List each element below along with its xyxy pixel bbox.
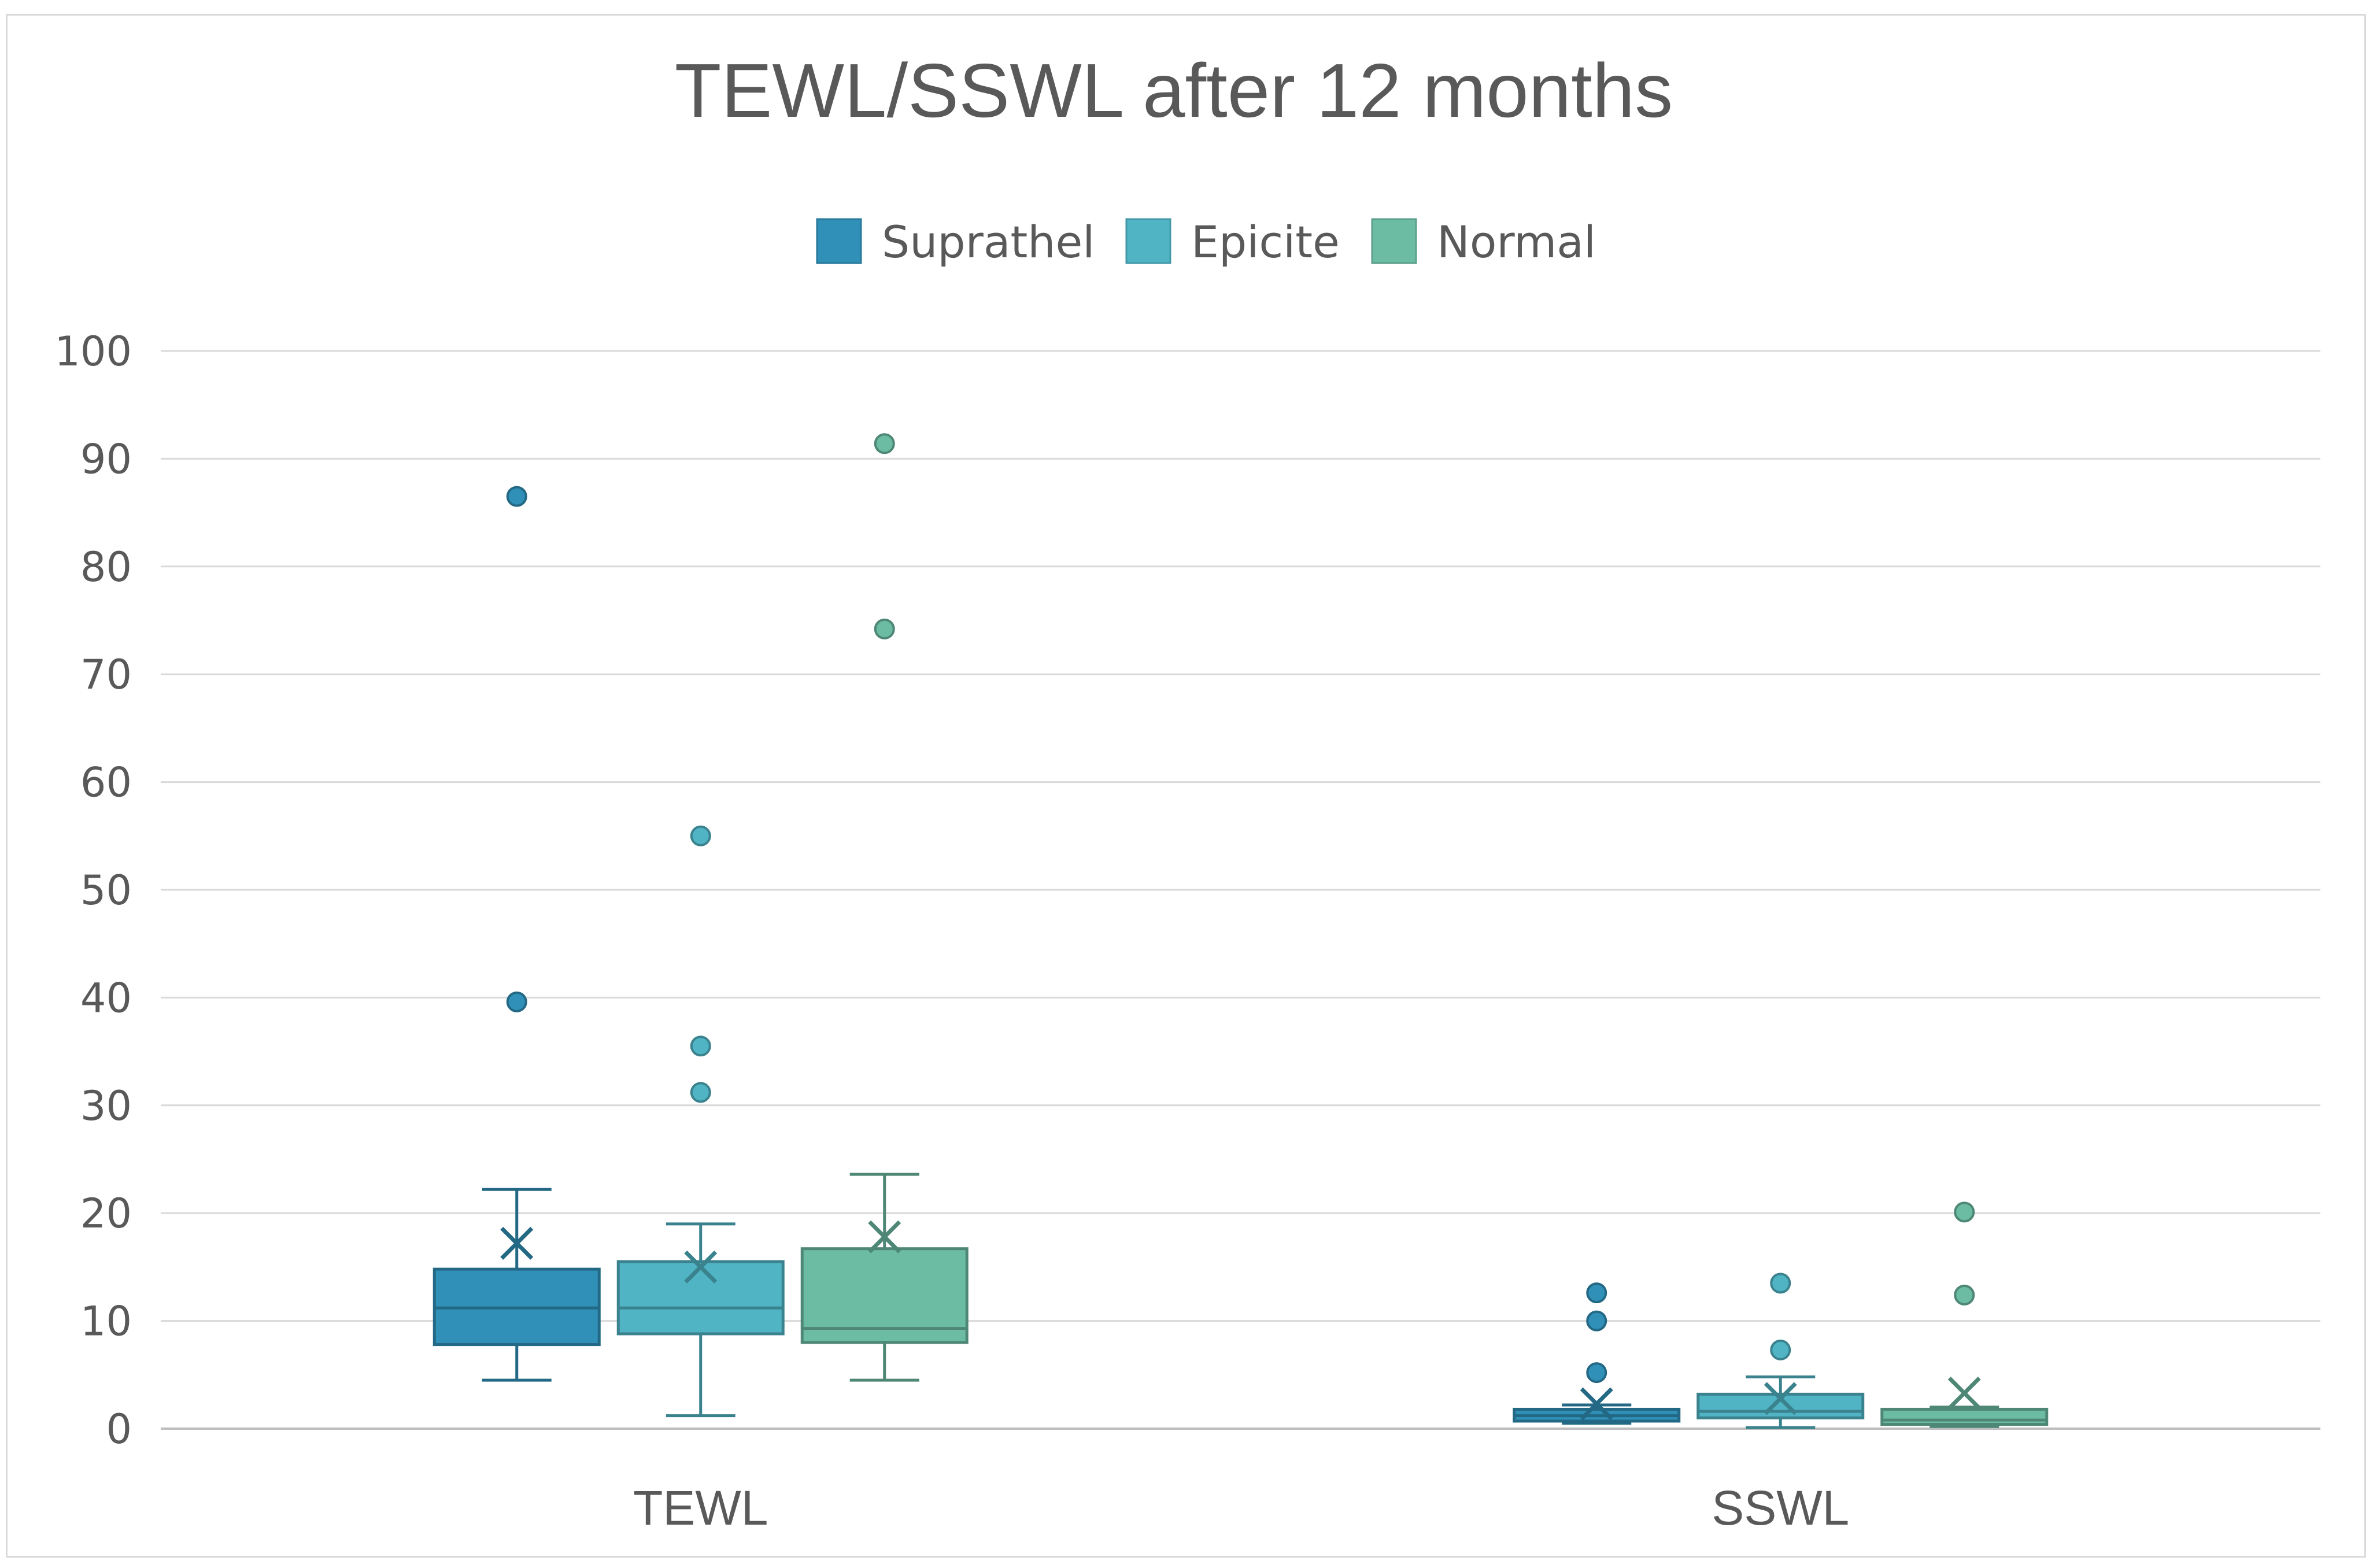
y-tick-label-100: 100 xyxy=(54,328,132,375)
mean-marker-normal-tewl xyxy=(868,1220,901,1253)
legend-label-normal: Normal xyxy=(1437,216,1596,268)
legend-swatch-epicite xyxy=(1125,218,1171,264)
outlier-point-epicite-tewl-2 xyxy=(690,825,711,846)
box-normal-tewl xyxy=(800,433,969,1382)
outlier-point-suprathel-sswl-1 xyxy=(1586,1310,1607,1332)
mean-marker-suprathel-tewl xyxy=(500,1226,534,1260)
y-axis-tick-labels: 0 10 20 30 40 50 60 70 80 90 100 xyxy=(54,328,132,1453)
iqr-box-normal-sswl xyxy=(1880,1407,2049,1426)
y-tick-label-40: 40 xyxy=(80,974,132,1022)
mean-marker-normal-sswl xyxy=(1947,1377,1981,1410)
outlier-point-epicite-sswl-1 xyxy=(1770,1273,1791,1294)
outlier-point-epicite-tewl-0 xyxy=(690,1082,711,1103)
legend-label-epicite: Epicite xyxy=(1191,216,1340,268)
mean-marker-suprathel-sswl xyxy=(1580,1387,1613,1421)
outlier-point-suprathel-sswl-0 xyxy=(1586,1362,1607,1384)
outlier-point-normal-tewl-0 xyxy=(874,618,895,639)
box-normal-sswl xyxy=(1880,1201,2049,1428)
iqr-box-epicite-tewl xyxy=(616,1260,785,1336)
legend-label-suprathel: Suprathel xyxy=(882,216,1095,268)
outlier-point-normal-sswl-1 xyxy=(1954,1201,1975,1223)
legend: Suprathel Epicite Normal xyxy=(816,216,1596,268)
outlier-point-suprathel-tewl-1 xyxy=(506,486,527,507)
outlier-point-normal-tewl-1 xyxy=(874,433,895,454)
box-epicite-tewl xyxy=(616,825,785,1418)
y-tick-label-60: 60 xyxy=(80,759,132,807)
outlier-point-epicite-sswl-0 xyxy=(1770,1339,1791,1360)
y-tick-label-80: 80 xyxy=(80,543,132,591)
x-category-label-tewl: TEWL xyxy=(633,1481,768,1535)
box-suprathel-sswl xyxy=(1513,1282,1681,1425)
box-plot-chart: TEWL/SSWL after 12 months Suprathel Epici… xyxy=(54,48,2320,1535)
y-tick-label-70: 70 xyxy=(80,651,132,698)
iqr-box-normal-tewl xyxy=(800,1247,969,1344)
y-tick-label-0: 0 xyxy=(106,1406,132,1453)
outlier-point-epicite-tewl-1 xyxy=(690,1036,711,1057)
y-tick-label-90: 90 xyxy=(80,435,132,483)
legend-swatch-suprathel xyxy=(816,218,862,264)
chart-title: TEWL/SSWL after 12 months xyxy=(675,48,1673,133)
y-tick-label-10: 10 xyxy=(80,1298,132,1345)
box-suprathel-tewl xyxy=(433,486,601,1382)
legend-swatch-normal xyxy=(1371,218,1417,264)
mean-marker-epicite-sswl xyxy=(1764,1382,1797,1415)
outlier-point-suprathel-sswl-2 xyxy=(1586,1282,1607,1304)
mean-marker-epicite-tewl xyxy=(684,1250,718,1284)
box-plot-marks xyxy=(433,433,2049,1429)
x-axis-category-labels: TEWL SSWL xyxy=(633,1481,1849,1535)
x-category-label-sswl: SSWL xyxy=(1712,1481,1849,1535)
gridlines xyxy=(161,350,2320,1430)
chart-frame: TEWL/SSWL after 12 months Suprathel Epici… xyxy=(6,14,2366,1558)
y-tick-label-20: 20 xyxy=(80,1190,132,1237)
y-tick-label-30: 30 xyxy=(80,1082,132,1130)
outlier-point-suprathel-tewl-0 xyxy=(506,991,527,1012)
outlier-point-normal-sswl-0 xyxy=(1954,1284,1975,1306)
y-tick-label-50: 50 xyxy=(80,867,132,914)
box-epicite-sswl xyxy=(1696,1273,1865,1429)
